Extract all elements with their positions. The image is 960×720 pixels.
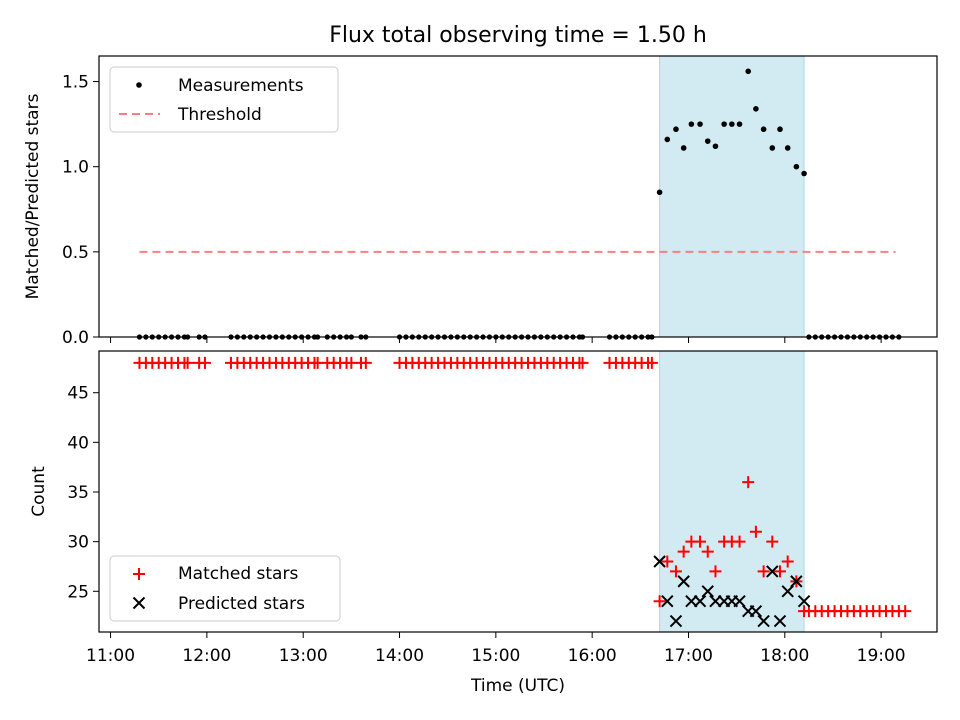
matched-star-point [742,476,755,489]
matched-star-point [198,356,211,369]
measurement-point [793,163,800,170]
x-tick-label: 16:00 [568,646,617,666]
measurement-point [801,170,807,177]
legend-measurement-marker [136,82,142,88]
ratio-y-tick-label: 1.0 [62,158,89,178]
ratio-y-axis-label: Matched/Predicted stars [23,93,43,299]
predicted-star-point [781,585,794,598]
predicted-star-point [661,595,674,608]
x-tick-label: 17:00 [664,646,713,666]
x-tick-label: 15:00 [471,646,520,666]
measurement-point [680,145,687,151]
matched-star-point [749,525,762,538]
predicted-star-point [749,604,763,618]
count-observing-span [659,350,805,633]
measurement-point [729,121,735,127]
predicted-star-point [790,575,803,588]
predicted-star-point [693,595,707,608]
measurement-point [769,145,776,151]
count-y-tick-label: 35 [67,483,89,503]
matched-star-point [757,565,770,578]
matched-star-point [677,545,690,558]
count-legend-frame [109,555,341,622]
legend-matched-label: Matched stars [178,564,298,584]
predicted-star-point [757,614,770,628]
matched-star-point [766,535,779,548]
ratio-observing-span [659,55,805,338]
predicted-star-point [773,614,787,628]
measurement-point [760,126,767,133]
matched-star-point [781,555,794,568]
predicted-star-point [677,575,690,588]
ratio-panel: 0.0 0.5 1.0 1.5 Matched/Predicted stars Measu… [23,55,938,348]
chart-title: Flux total observing time = 1.50 h [329,23,707,48]
predicted-star-point [733,595,746,608]
matched-star-point [653,595,666,608]
ratio-plot-frame [98,55,938,338]
legend-predicted-label: Predicted stars [178,594,305,614]
count-y-tick-label: 25 [67,582,89,602]
count-y-tick-label: 45 [67,384,89,404]
legend-threshold-label: Threshold [177,105,262,125]
predicted-star-point [701,585,714,598]
measurement-point [656,189,663,196]
count-y-tick-label: 30 [67,533,89,553]
matched-star-point [181,356,194,369]
ratio-y-tick-label: 1.5 [62,73,89,93]
count-y-tick-label: 40 [67,433,89,453]
x-tick-label: 13:00 [279,646,328,666]
measurement-point [664,136,671,143]
matched-star-point [576,356,589,369]
matched-star-point [899,605,912,618]
matched-star-point [359,356,372,369]
predicted-star-point [766,565,779,578]
legend-matched-marker [133,568,145,580]
measurement-point [704,138,711,144]
predicted-star-point [653,555,666,568]
matched-star-point [773,565,786,578]
measurement-point [673,126,679,133]
x-tick-label: 14:00 [375,646,424,666]
legend-measurements-label: Measurements [178,76,304,96]
measurement-point [736,121,743,127]
matched-star-point [645,356,658,369]
ratio-y-tick-label: 0.5 [62,243,89,263]
measurement-point [777,126,783,133]
count-y-axis-label: Count [29,466,49,517]
predicted-star-point [797,595,811,608]
ratio-legend: Measurements Threshold [109,66,339,133]
measurement-point [688,121,695,127]
measurement-point [721,121,727,127]
ratio-y-tick-label: 0.0 [62,328,89,348]
matched-star-point [709,565,722,578]
count-panel: 25 30 35 40 45 11:00 12:00 13:00 14:00 15:00 16:00… [29,350,938,696]
x-tick-label: 12:00 [182,646,231,666]
measurement-point [712,143,719,150]
x-axis-label: Time (UTC) [470,676,565,696]
matched-star-point [661,555,674,568]
matched-star-point [733,535,746,548]
x-tick-label: 19:00 [857,646,906,666]
legend-predicted-marker [132,596,146,610]
matched-star-point [701,545,714,558]
ratio-legend-frame [109,66,339,133]
predicted-star-point [669,614,683,628]
measurement-point [697,121,703,127]
measurement-point [784,145,791,151]
matched-star-point [669,565,682,578]
measurement-point [745,68,752,75]
x-tick-label: 18:00 [760,646,809,666]
matched-star-point [694,535,707,548]
count-legend: Matched stars Predicted stars [109,555,341,622]
x-tick-label: 11:00 [86,646,135,666]
measurement-point [753,105,759,112]
